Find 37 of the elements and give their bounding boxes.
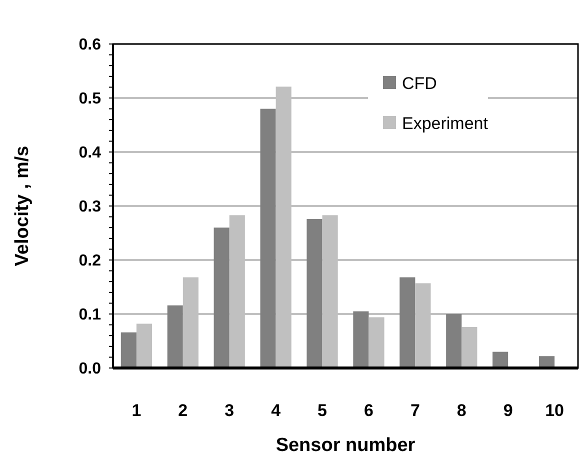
x-tick-label: 1 — [132, 401, 142, 420]
bar — [120, 332, 136, 368]
y-tick-label: 0.6 — [78, 36, 102, 54]
x-tick-label: 6 — [364, 401, 374, 420]
bar — [136, 324, 152, 368]
bar — [462, 326, 478, 368]
bar — [322, 215, 338, 368]
bar — [229, 215, 245, 368]
bar — [260, 108, 276, 368]
legend-label: CFD — [402, 74, 437, 93]
x-tick-label: 8 — [456, 401, 466, 420]
y-tick-label: 0.1 — [78, 306, 102, 324]
bar — [353, 311, 369, 368]
x-tick-label: 5 — [318, 401, 328, 420]
bar — [446, 314, 462, 368]
y-tick-label: 0.2 — [78, 252, 102, 270]
bar — [415, 283, 431, 368]
x-tick-label: 7 — [410, 401, 420, 420]
x-tick-label: 2 — [178, 401, 188, 420]
x-tick-label: 4 — [271, 401, 282, 420]
bar — [276, 86, 292, 368]
bar — [400, 277, 416, 368]
x-tick-label: 10 — [545, 401, 564, 420]
x-tick-label: 9 — [503, 401, 513, 420]
x-tick-label: 3 — [224, 401, 234, 420]
y-tick-label: 0.3 — [78, 198, 102, 216]
bar — [368, 317, 384, 368]
bar — [182, 277, 198, 368]
bar — [167, 305, 183, 368]
y-axis-title: Velocity , m/s — [12, 146, 33, 266]
y-tick-label: 0.4 — [78, 144, 102, 162]
y-tick-label: 0.5 — [78, 90, 102, 108]
bar — [306, 218, 322, 368]
bar — [214, 228, 230, 368]
legend-label: Experiment — [402, 114, 488, 133]
x-axis-title: Sensor number — [276, 435, 416, 456]
y-tick-label: 0.0 — [78, 360, 102, 378]
